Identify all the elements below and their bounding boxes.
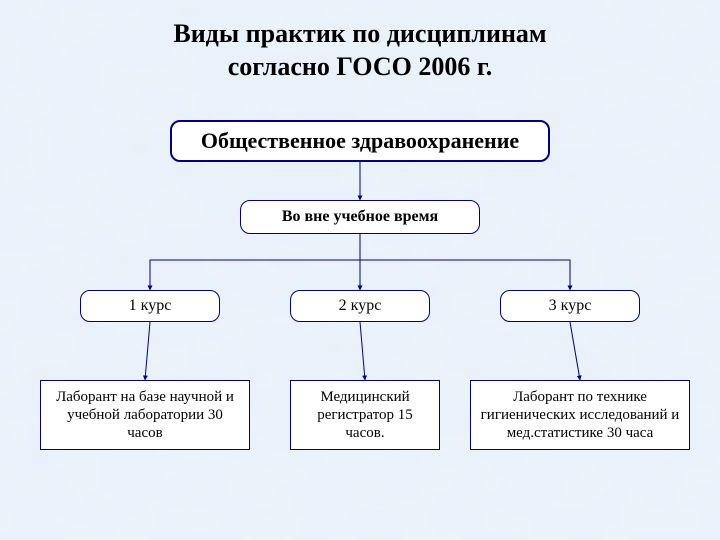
title-line1: Виды практик по дисциплинам <box>173 19 546 48</box>
node-course-1-label: 1 курс <box>129 296 172 315</box>
node-course-1: 1 курс <box>80 290 220 322</box>
node-course-3: 3 курс <box>500 290 640 322</box>
node-course-2-label: 2 курс <box>339 296 382 315</box>
node-course-2: 2 курс <box>290 290 430 322</box>
node-detail-2-label: Медицинский регистратор 15 часов. <box>299 388 431 442</box>
title-line2: согласно ГОСО 2006 г. <box>228 52 492 81</box>
slide-title: Виды практик по дисциплинам согласно ГОС… <box>0 0 720 83</box>
node-detail-2: Медицинский регистратор 15 часов. <box>290 380 440 450</box>
node-root-label: Общественное здравоохранение <box>201 128 519 154</box>
node-time-label: Во вне учебное время <box>282 207 438 226</box>
node-course-3-label: 3 курс <box>549 296 592 315</box>
node-detail-1: Лаборант на базе научной и учебной лабор… <box>40 380 250 450</box>
node-detail-3-label: Лаборант по технике гигиенических исслед… <box>479 388 681 442</box>
node-time: Во вне учебное время <box>240 200 480 234</box>
node-root: Общественное здравоохранение <box>170 120 550 162</box>
node-detail-1-label: Лаборант на базе научной и учебной лабор… <box>49 388 241 442</box>
node-detail-3: Лаборант по технике гигиенических исслед… <box>470 380 690 450</box>
